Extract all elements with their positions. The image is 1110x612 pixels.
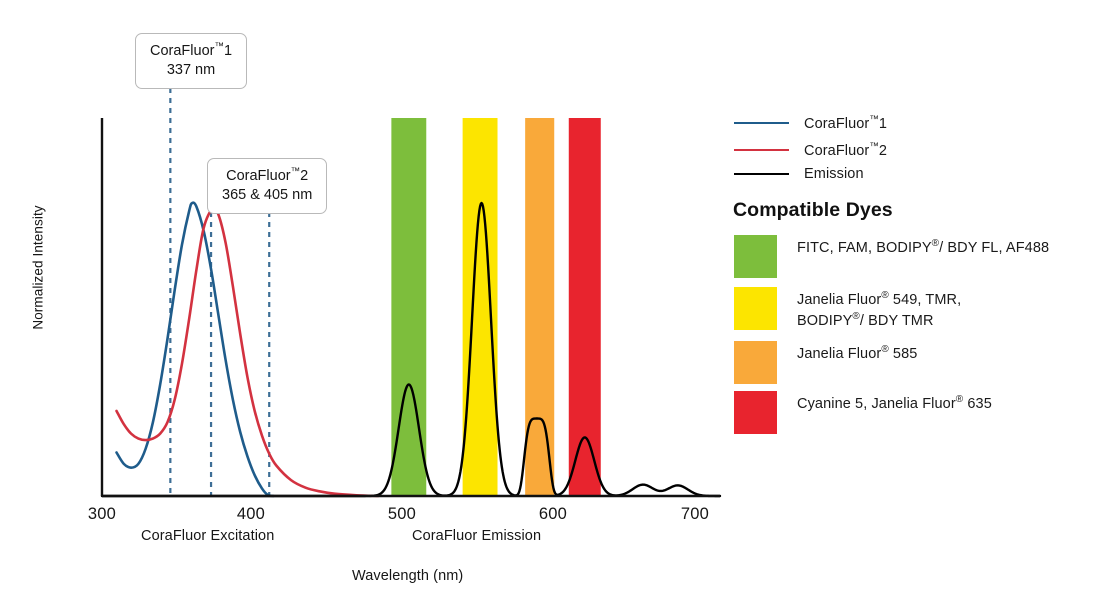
dye-label-yellow: Janelia Fluor® 549, TMR, BODIPY®/ BDY TM… (797, 290, 962, 330)
legend-line-swatch-corafluor2 (734, 149, 789, 151)
legend-line-swatch-corafluor1 (734, 122, 789, 124)
dye-swatch-orange (734, 341, 777, 384)
region-label-emission: CoraFluor Emission (412, 528, 542, 544)
excitation-curve-CoraFluor1 (115, 201, 275, 498)
legend-series-label-corafluor1: CoraFluor™1 (804, 114, 888, 132)
legend-panel: CoraFluor™1 CoraFluor™2 Emission Compati… (731, 0, 1110, 612)
spectra-plot (100, 88, 722, 498)
dye-label-orange: Janelia Fluor® 585 (797, 344, 918, 362)
y-axis-title: Normalized Intensity (30, 205, 46, 330)
x-tick-300: 300 (87, 505, 117, 523)
compatible-dyes-heading: Compatible Dyes (733, 199, 893, 221)
orange-band (525, 118, 555, 496)
chart-area: Normalized Intensity 300 400 500 600 700… (30, 33, 722, 584)
dye-row-yellow: Janelia Fluor® 549, TMR, BODIPY®/ BDY TM… (734, 287, 961, 332)
dye-swatch-green (734, 235, 777, 278)
legend-series-emission: Emission (734, 165, 864, 183)
dye-row-orange: Janelia Fluor® 585 (734, 341, 917, 384)
dye-row-red: Cyanine 5, Janelia Fluor® 635 (734, 391, 992, 434)
excitation-curve-CoraFluor2 (115, 206, 380, 498)
callout1-line1: CoraFluor™1 (150, 41, 233, 59)
yellow-band (462, 118, 498, 496)
dye-label-red: Cyanine 5, Janelia Fluor® 635 (797, 394, 992, 412)
legend-series-corafluor1: CoraFluor™1 (734, 114, 887, 132)
legend-series-corafluor2: CoraFluor™2 (734, 141, 887, 159)
x-tick-500: 500 (387, 505, 417, 523)
callout1-line2: 337 nm (166, 61, 216, 78)
dye-row-green: FITC, FAM, BODIPY®/ BDY FL, AF488 (734, 235, 1049, 278)
callout-corafluor1: CoraFluor™1 337 nm (135, 33, 248, 90)
dye-label-green: FITC, FAM, BODIPY®/ BDY FL, AF488 (797, 238, 1050, 256)
dye-swatch-red (734, 391, 777, 434)
x-tick-400: 400 (236, 505, 266, 523)
red-band (568, 118, 601, 496)
callout2-line1: CoraFluor™2 (226, 166, 309, 184)
legend-series-label-emission: Emission (804, 166, 864, 182)
x-tick-600: 600 (538, 505, 568, 523)
x-tick-700: 700 (680, 505, 710, 523)
region-label-excitation: CoraFluor Excitation (141, 528, 275, 544)
callout-corafluor2: CoraFluor™2 365 & 405 nm (207, 158, 328, 215)
legend-line-swatch-emission (734, 173, 789, 175)
legend-series-label-corafluor2: CoraFluor™2 (804, 141, 888, 159)
dye-swatch-yellow (734, 287, 777, 330)
callout2-line2: 365 & 405 nm (222, 186, 313, 203)
x-axis-title: Wavelength (nm) (352, 568, 464, 584)
